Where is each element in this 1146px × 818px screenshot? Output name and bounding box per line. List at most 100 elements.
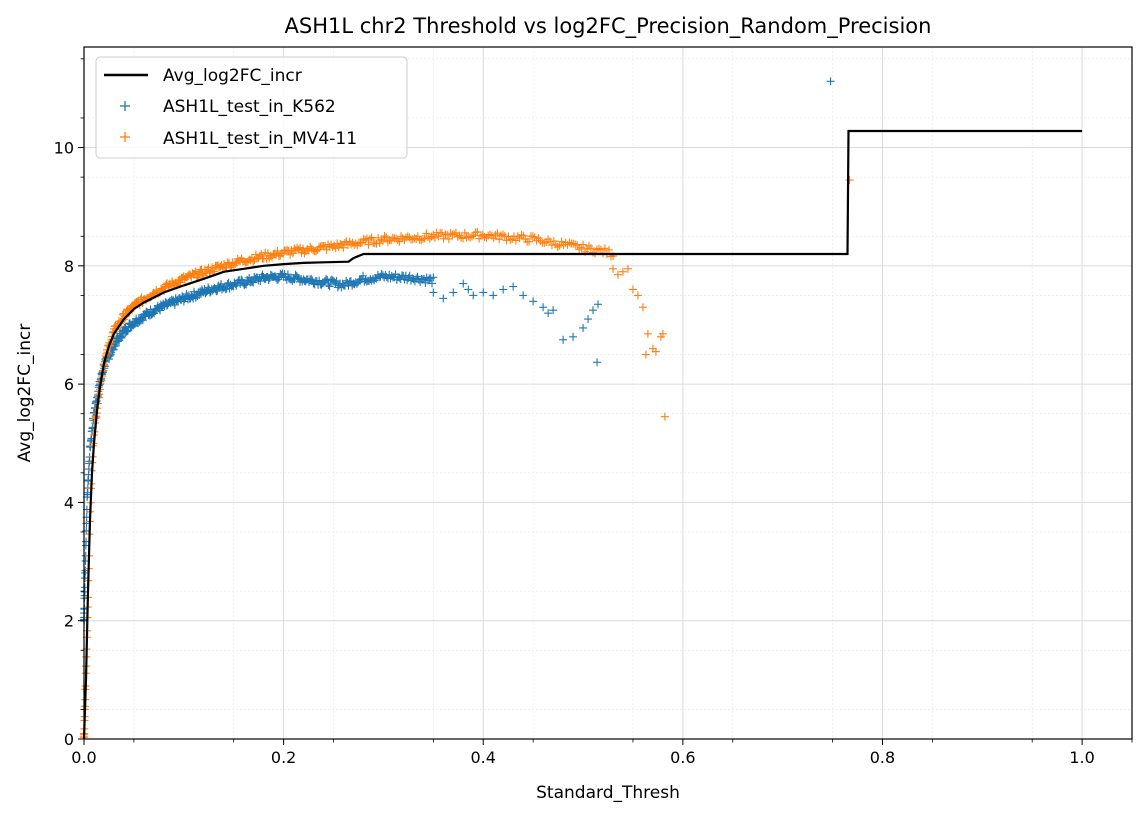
scatter-point bbox=[398, 234, 407, 243]
scatter-point bbox=[122, 327, 131, 336]
scatter-point bbox=[437, 229, 446, 238]
scatter-point bbox=[660, 412, 669, 421]
scatter-point bbox=[274, 275, 283, 284]
scatter-point bbox=[264, 276, 273, 285]
scatter-point bbox=[267, 253, 276, 262]
scatter-point bbox=[429, 273, 438, 282]
scatter-point bbox=[476, 231, 485, 240]
scatter-point bbox=[117, 333, 126, 342]
scatter-point bbox=[195, 291, 204, 300]
scatter-point bbox=[579, 323, 588, 332]
scatter-point bbox=[565, 238, 574, 247]
scatter-point bbox=[116, 333, 125, 342]
axis-ticks: 0.0 0.2 0.4 0.6 0.8 1.0 0 2 4 6 8 10 bbox=[54, 58, 1133, 767]
scatter-point bbox=[528, 232, 537, 241]
scatter-point bbox=[517, 231, 526, 240]
scatter-point bbox=[395, 237, 404, 246]
y-tick-label: 2 bbox=[64, 612, 74, 631]
scatter-point bbox=[618, 267, 627, 276]
scatter-point bbox=[628, 285, 637, 294]
scatter-point bbox=[589, 306, 598, 315]
scatter-point bbox=[249, 278, 258, 287]
scatter-point bbox=[417, 236, 426, 245]
scatter-point bbox=[489, 291, 498, 300]
scatter-point bbox=[429, 288, 438, 297]
scatter-point bbox=[467, 232, 476, 241]
scatter-point bbox=[519, 291, 528, 300]
legend-marker-mv411 bbox=[120, 132, 130, 142]
scatter-point bbox=[544, 309, 553, 318]
scatter-point bbox=[193, 292, 202, 301]
scatter-point bbox=[473, 227, 482, 236]
y-tick-label: 4 bbox=[64, 493, 74, 512]
scatter-point bbox=[555, 241, 564, 250]
scatter-point bbox=[530, 233, 539, 242]
scatter-point bbox=[324, 281, 333, 290]
scatter-point bbox=[273, 246, 282, 255]
series-layer bbox=[80, 77, 1083, 742]
scatter-point bbox=[623, 264, 632, 273]
y-tick-label: 8 bbox=[64, 257, 74, 276]
scatter-point bbox=[383, 237, 392, 246]
scatter-point bbox=[479, 288, 488, 297]
x-tick-label: 0.0 bbox=[71, 748, 96, 767]
x-axis-label: Standard_Thresh bbox=[536, 783, 680, 803]
scatter-point bbox=[422, 229, 431, 238]
scatter-point bbox=[366, 234, 375, 243]
scatter-point bbox=[118, 332, 127, 341]
scatter-point bbox=[495, 235, 504, 244]
scatter-point bbox=[600, 244, 609, 253]
scatter-point bbox=[604, 245, 613, 254]
y-tick-label: 6 bbox=[64, 375, 74, 394]
legend-marker-k562 bbox=[120, 101, 130, 111]
scatter-point bbox=[571, 240, 580, 249]
scatter-point bbox=[257, 250, 266, 259]
scatter-point bbox=[221, 285, 230, 294]
scatter-point bbox=[593, 358, 602, 367]
plot-frame bbox=[83, 46, 1133, 740]
scatter-point bbox=[491, 231, 500, 240]
scatter-point bbox=[256, 277, 265, 286]
scatter-point bbox=[307, 275, 316, 284]
scatter-point bbox=[641, 350, 650, 359]
scatter-point bbox=[240, 281, 249, 290]
legend-box bbox=[95, 56, 408, 159]
scatter-point bbox=[380, 231, 389, 240]
scatter-point bbox=[658, 329, 667, 338]
y-tick-label: 10 bbox=[54, 139, 74, 158]
x-tick-label: 0.2 bbox=[271, 748, 296, 767]
scatter-point bbox=[444, 235, 453, 244]
scatter-point bbox=[464, 285, 473, 294]
scatter-point bbox=[293, 273, 302, 282]
y-axis-label: Avg_log2FC_incr bbox=[15, 324, 35, 463]
scatter-point bbox=[460, 228, 469, 237]
scatter-point bbox=[415, 235, 424, 244]
scatter-point bbox=[643, 329, 652, 338]
scatter-point bbox=[176, 278, 185, 287]
scatter-point bbox=[339, 243, 348, 252]
scatter-point bbox=[405, 233, 414, 242]
avg-log2fc-line bbox=[82, 129, 1083, 740]
scatter-point bbox=[569, 332, 578, 341]
legend-label-k562: ASH1L_test_in_K562 bbox=[163, 97, 336, 117]
scatter-point bbox=[242, 280, 251, 289]
scatter-point bbox=[207, 263, 216, 272]
scatter-point bbox=[325, 282, 334, 291]
x-tick-label: 0.6 bbox=[670, 748, 695, 767]
scatter-point bbox=[322, 275, 331, 284]
scatter-point bbox=[459, 279, 468, 288]
scatter-point bbox=[584, 315, 593, 324]
scatter-point bbox=[439, 294, 448, 303]
scatter-point bbox=[586, 244, 595, 253]
scatter-point bbox=[519, 231, 528, 240]
scatter-point bbox=[549, 306, 558, 315]
scatter-point bbox=[525, 237, 534, 246]
legend-label-mv411: ASH1L_test_in_MV4-11 bbox=[163, 129, 357, 149]
scatter-point bbox=[469, 291, 478, 300]
scatter-point bbox=[826, 77, 835, 86]
scatter-point bbox=[397, 232, 406, 241]
scatter-point bbox=[427, 232, 436, 241]
scatter-point bbox=[283, 270, 292, 279]
legend-label-line: Avg_log2FC_incr bbox=[163, 66, 302, 86]
